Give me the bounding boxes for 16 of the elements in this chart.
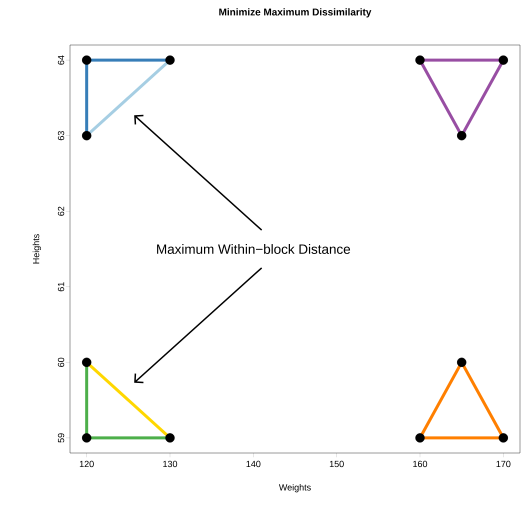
x-tick-label: 170 [496,460,510,468]
y-tick-label: 59 [58,433,64,443]
x-tick-label: 160 [413,460,428,468]
x-axis-title: Weights [278,484,311,492]
y-tick-label: 64 [58,55,64,65]
annotation: Maximum Within−block Distance [157,244,350,254]
chart-title: Minimize Maximum Dissimilarity [219,8,372,18]
x-tick-label: 130 [163,460,178,468]
x-tick-label: 150 [330,460,344,468]
y-tick-label: 63 [58,131,64,140]
y-axis-title: Heights [32,234,42,264]
x-tick-label: 140 [246,460,260,468]
y-tick-label: 60 [58,358,64,367]
x-tick-label: 120 [80,460,94,468]
y-tick-label: 61 [58,282,64,292]
y-tick-label: 62 [58,206,64,216]
